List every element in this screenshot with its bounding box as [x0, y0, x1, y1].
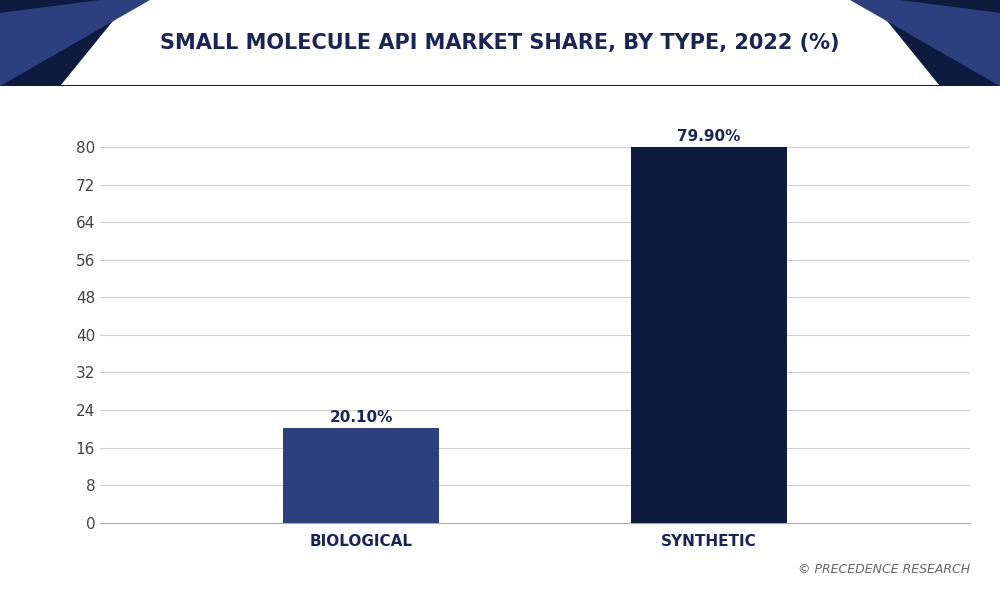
Polygon shape: [0, 0, 150, 86]
Polygon shape: [850, 0, 1000, 86]
Polygon shape: [0, 0, 130, 86]
Text: 79.90%: 79.90%: [677, 129, 741, 144]
Bar: [631, 147, 787, 523]
Text: © PRECEDENCE RESEARCH: © PRECEDENCE RESEARCH: [798, 563, 970, 576]
Text: SMALL MOLECULE API MARKET SHARE, BY TYPE, 2022 (%): SMALL MOLECULE API MARKET SHARE, BY TYPE…: [160, 33, 840, 53]
Text: 20.10%: 20.10%: [329, 409, 393, 425]
Bar: [283, 428, 439, 523]
Polygon shape: [870, 0, 1000, 86]
